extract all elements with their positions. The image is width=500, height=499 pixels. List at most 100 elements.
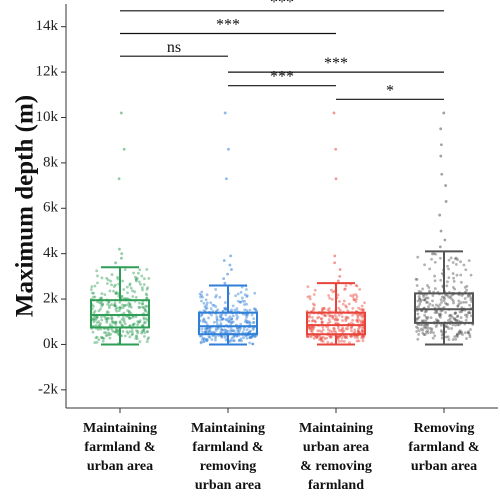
- significance-label: ***: [270, 0, 294, 11]
- data-point: [128, 282, 132, 286]
- data-point: [223, 301, 227, 304]
- data-point: [107, 306, 111, 310]
- data-point: [250, 313, 254, 317]
- data-point: [93, 284, 97, 288]
- data-point: [240, 339, 244, 343]
- data-point: [136, 331, 140, 335]
- data-point: [426, 331, 430, 335]
- data-point: [336, 318, 339, 322]
- data-point: [460, 310, 463, 314]
- data-point: [454, 311, 457, 315]
- data-point: [216, 322, 219, 326]
- data-point: [415, 325, 418, 329]
- data-point: [456, 304, 460, 308]
- data-point: [205, 338, 208, 342]
- data-point: [335, 315, 338, 319]
- data-point: [312, 306, 316, 310]
- data-point: [308, 297, 312, 301]
- data-point: [224, 313, 228, 317]
- data-point: [121, 330, 125, 333]
- data-point: [122, 288, 126, 291]
- data-point: [456, 314, 460, 318]
- data-point: [307, 326, 311, 329]
- data-point: [138, 319, 142, 323]
- box-iqr: [414, 292, 474, 324]
- data-point: [343, 335, 347, 339]
- data-point: [452, 317, 456, 321]
- data-point: [103, 315, 107, 319]
- data-point: [230, 308, 234, 312]
- data-point: [336, 337, 340, 341]
- data-point: [435, 323, 439, 327]
- data-point: [336, 326, 340, 330]
- data-point: [100, 292, 104, 295]
- data-point: [134, 279, 138, 283]
- x-tick-label: Removing farmland & urban area: [408, 408, 480, 474]
- data-point: [313, 303, 316, 307]
- data-point: [147, 336, 150, 340]
- data-point: [459, 280, 463, 284]
- data-point: [94, 324, 98, 327]
- outlier-point: [119, 111, 123, 115]
- data-point: [114, 291, 118, 295]
- data-point: [440, 300, 443, 304]
- data-point: [100, 336, 104, 340]
- data-point: [426, 300, 429, 304]
- outlier-point: [333, 254, 337, 258]
- outlier-point: [438, 245, 442, 249]
- data-point: [430, 252, 434, 256]
- data-point: [140, 330, 144, 334]
- data-point: [138, 268, 142, 272]
- data-point: [101, 303, 104, 306]
- data-point: [449, 313, 453, 317]
- data-point: [202, 317, 206, 321]
- data-point: [116, 329, 120, 332]
- data-point: [423, 313, 426, 317]
- data-point: [112, 285, 116, 288]
- data-point: [455, 273, 459, 277]
- data-point: [102, 337, 106, 340]
- data-point: [348, 341, 351, 345]
- data-point: [93, 341, 97, 344]
- data-point: [426, 284, 429, 287]
- data-point: [237, 338, 241, 342]
- data-point: [215, 315, 219, 319]
- data-point: [416, 312, 420, 316]
- x-tick-label-line: & removing: [300, 459, 372, 474]
- data-point: [235, 313, 239, 317]
- data-point: [118, 306, 122, 310]
- data-point: [216, 327, 220, 331]
- data-point: [431, 299, 434, 303]
- data-point: [468, 335, 472, 339]
- data-point: [329, 335, 333, 339]
- data-point: [200, 313, 204, 317]
- data-point: [418, 297, 422, 300]
- data-point: [219, 322, 223, 325]
- data-point: [318, 334, 322, 338]
- data-point: [116, 275, 119, 279]
- data-point: [248, 330, 252, 334]
- data-point: [455, 319, 459, 323]
- box-2: [198, 284, 258, 346]
- data-point: [445, 325, 449, 329]
- data-point: [311, 316, 314, 319]
- data-point: [140, 302, 144, 306]
- data-point: [134, 337, 138, 340]
- data-point: [130, 333, 134, 337]
- data-point: [141, 288, 144, 292]
- data-point: [328, 320, 332, 324]
- data-point: [100, 318, 104, 322]
- data-point: [424, 315, 428, 319]
- data-point: [112, 289, 115, 293]
- data-point: [254, 308, 258, 312]
- data-point: [452, 276, 455, 280]
- data-point: [122, 318, 126, 321]
- data-point: [310, 328, 314, 332]
- data-point: [416, 317, 419, 320]
- data-point: [453, 335, 457, 339]
- data-point: [229, 321, 233, 325]
- data-point: [230, 329, 234, 333]
- data-point: [105, 316, 109, 320]
- data-point: [345, 305, 348, 309]
- data-point: [105, 320, 109, 324]
